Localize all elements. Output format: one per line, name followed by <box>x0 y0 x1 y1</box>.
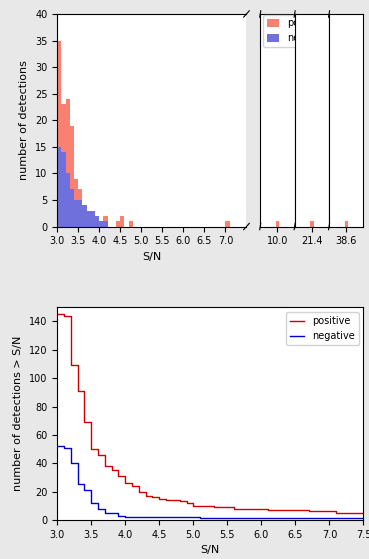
Bar <box>61 105 66 226</box>
negative <box>205 515 209 522</box>
negative <box>334 515 338 522</box>
Bar <box>103 216 108 226</box>
negative <box>327 515 332 522</box>
Bar <box>78 190 82 226</box>
positive <box>110 467 114 473</box>
negative <box>280 515 284 522</box>
X-axis label: S/N: S/N <box>142 252 162 262</box>
negative <box>69 460 73 467</box>
negative <box>198 515 202 522</box>
negative <box>110 509 114 516</box>
negative <box>320 515 325 522</box>
negative <box>184 514 189 520</box>
negative <box>259 515 263 522</box>
Bar <box>57 41 61 226</box>
negative <box>177 514 182 520</box>
negative <box>89 500 93 506</box>
negative <box>348 515 352 522</box>
Bar <box>91 216 95 226</box>
Bar <box>99 221 103 226</box>
negative <box>239 515 243 522</box>
negative <box>123 514 127 520</box>
negative <box>252 515 257 522</box>
negative <box>266 515 270 522</box>
Y-axis label: number of detections: number of detections <box>20 60 30 180</box>
negative <box>341 515 345 522</box>
X-axis label: S/N: S/N <box>201 545 220 555</box>
negative <box>245 515 250 522</box>
Bar <box>66 173 70 226</box>
negative <box>130 514 134 520</box>
negative <box>171 514 175 520</box>
Bar <box>91 211 95 226</box>
Bar <box>310 221 314 226</box>
Bar <box>57 147 61 226</box>
negative <box>355 515 359 522</box>
Bar <box>95 216 99 226</box>
Bar <box>95 216 99 226</box>
negative <box>191 514 196 520</box>
negative <box>368 515 369 522</box>
Bar <box>70 126 74 226</box>
Legend: positive, negative: positive, negative <box>286 312 359 345</box>
Bar <box>78 200 82 226</box>
negative <box>137 514 141 520</box>
negative <box>314 515 318 522</box>
positive <box>55 311 59 318</box>
Bar <box>276 221 279 226</box>
Y-axis label: number of detections > S/N: number of detections > S/N <box>13 336 23 491</box>
Bar <box>103 221 108 226</box>
negative <box>103 509 107 516</box>
negative <box>211 515 216 522</box>
negative <box>82 487 87 494</box>
Bar <box>87 211 91 226</box>
Line: negative: negative <box>57 446 369 518</box>
negative <box>218 515 223 522</box>
Bar <box>116 221 120 226</box>
Bar <box>82 205 87 226</box>
Bar <box>74 200 78 226</box>
negative <box>157 514 162 520</box>
negative <box>273 515 277 522</box>
negative <box>55 443 59 449</box>
negative <box>144 514 148 520</box>
negative <box>307 515 311 522</box>
Bar <box>345 221 348 226</box>
negative <box>116 512 121 519</box>
negative <box>361 515 366 522</box>
negative <box>286 515 291 522</box>
Bar <box>82 205 87 226</box>
negative <box>300 515 304 522</box>
Legend: positive, negative: positive, negative <box>263 15 333 47</box>
Bar <box>66 99 70 226</box>
Bar <box>99 221 103 226</box>
negative <box>232 515 237 522</box>
Line: positive: positive <box>57 314 369 518</box>
Bar <box>225 221 230 226</box>
negative <box>293 515 298 522</box>
Bar <box>120 216 124 226</box>
negative <box>75 481 80 488</box>
negative <box>225 515 230 522</box>
Bar <box>129 221 133 226</box>
negative <box>150 514 155 520</box>
Bar <box>61 152 66 226</box>
Bar <box>74 179 78 226</box>
Bar <box>87 211 91 226</box>
negative <box>62 444 66 451</box>
negative <box>96 505 100 512</box>
negative <box>164 514 168 520</box>
Bar <box>70 190 74 226</box>
